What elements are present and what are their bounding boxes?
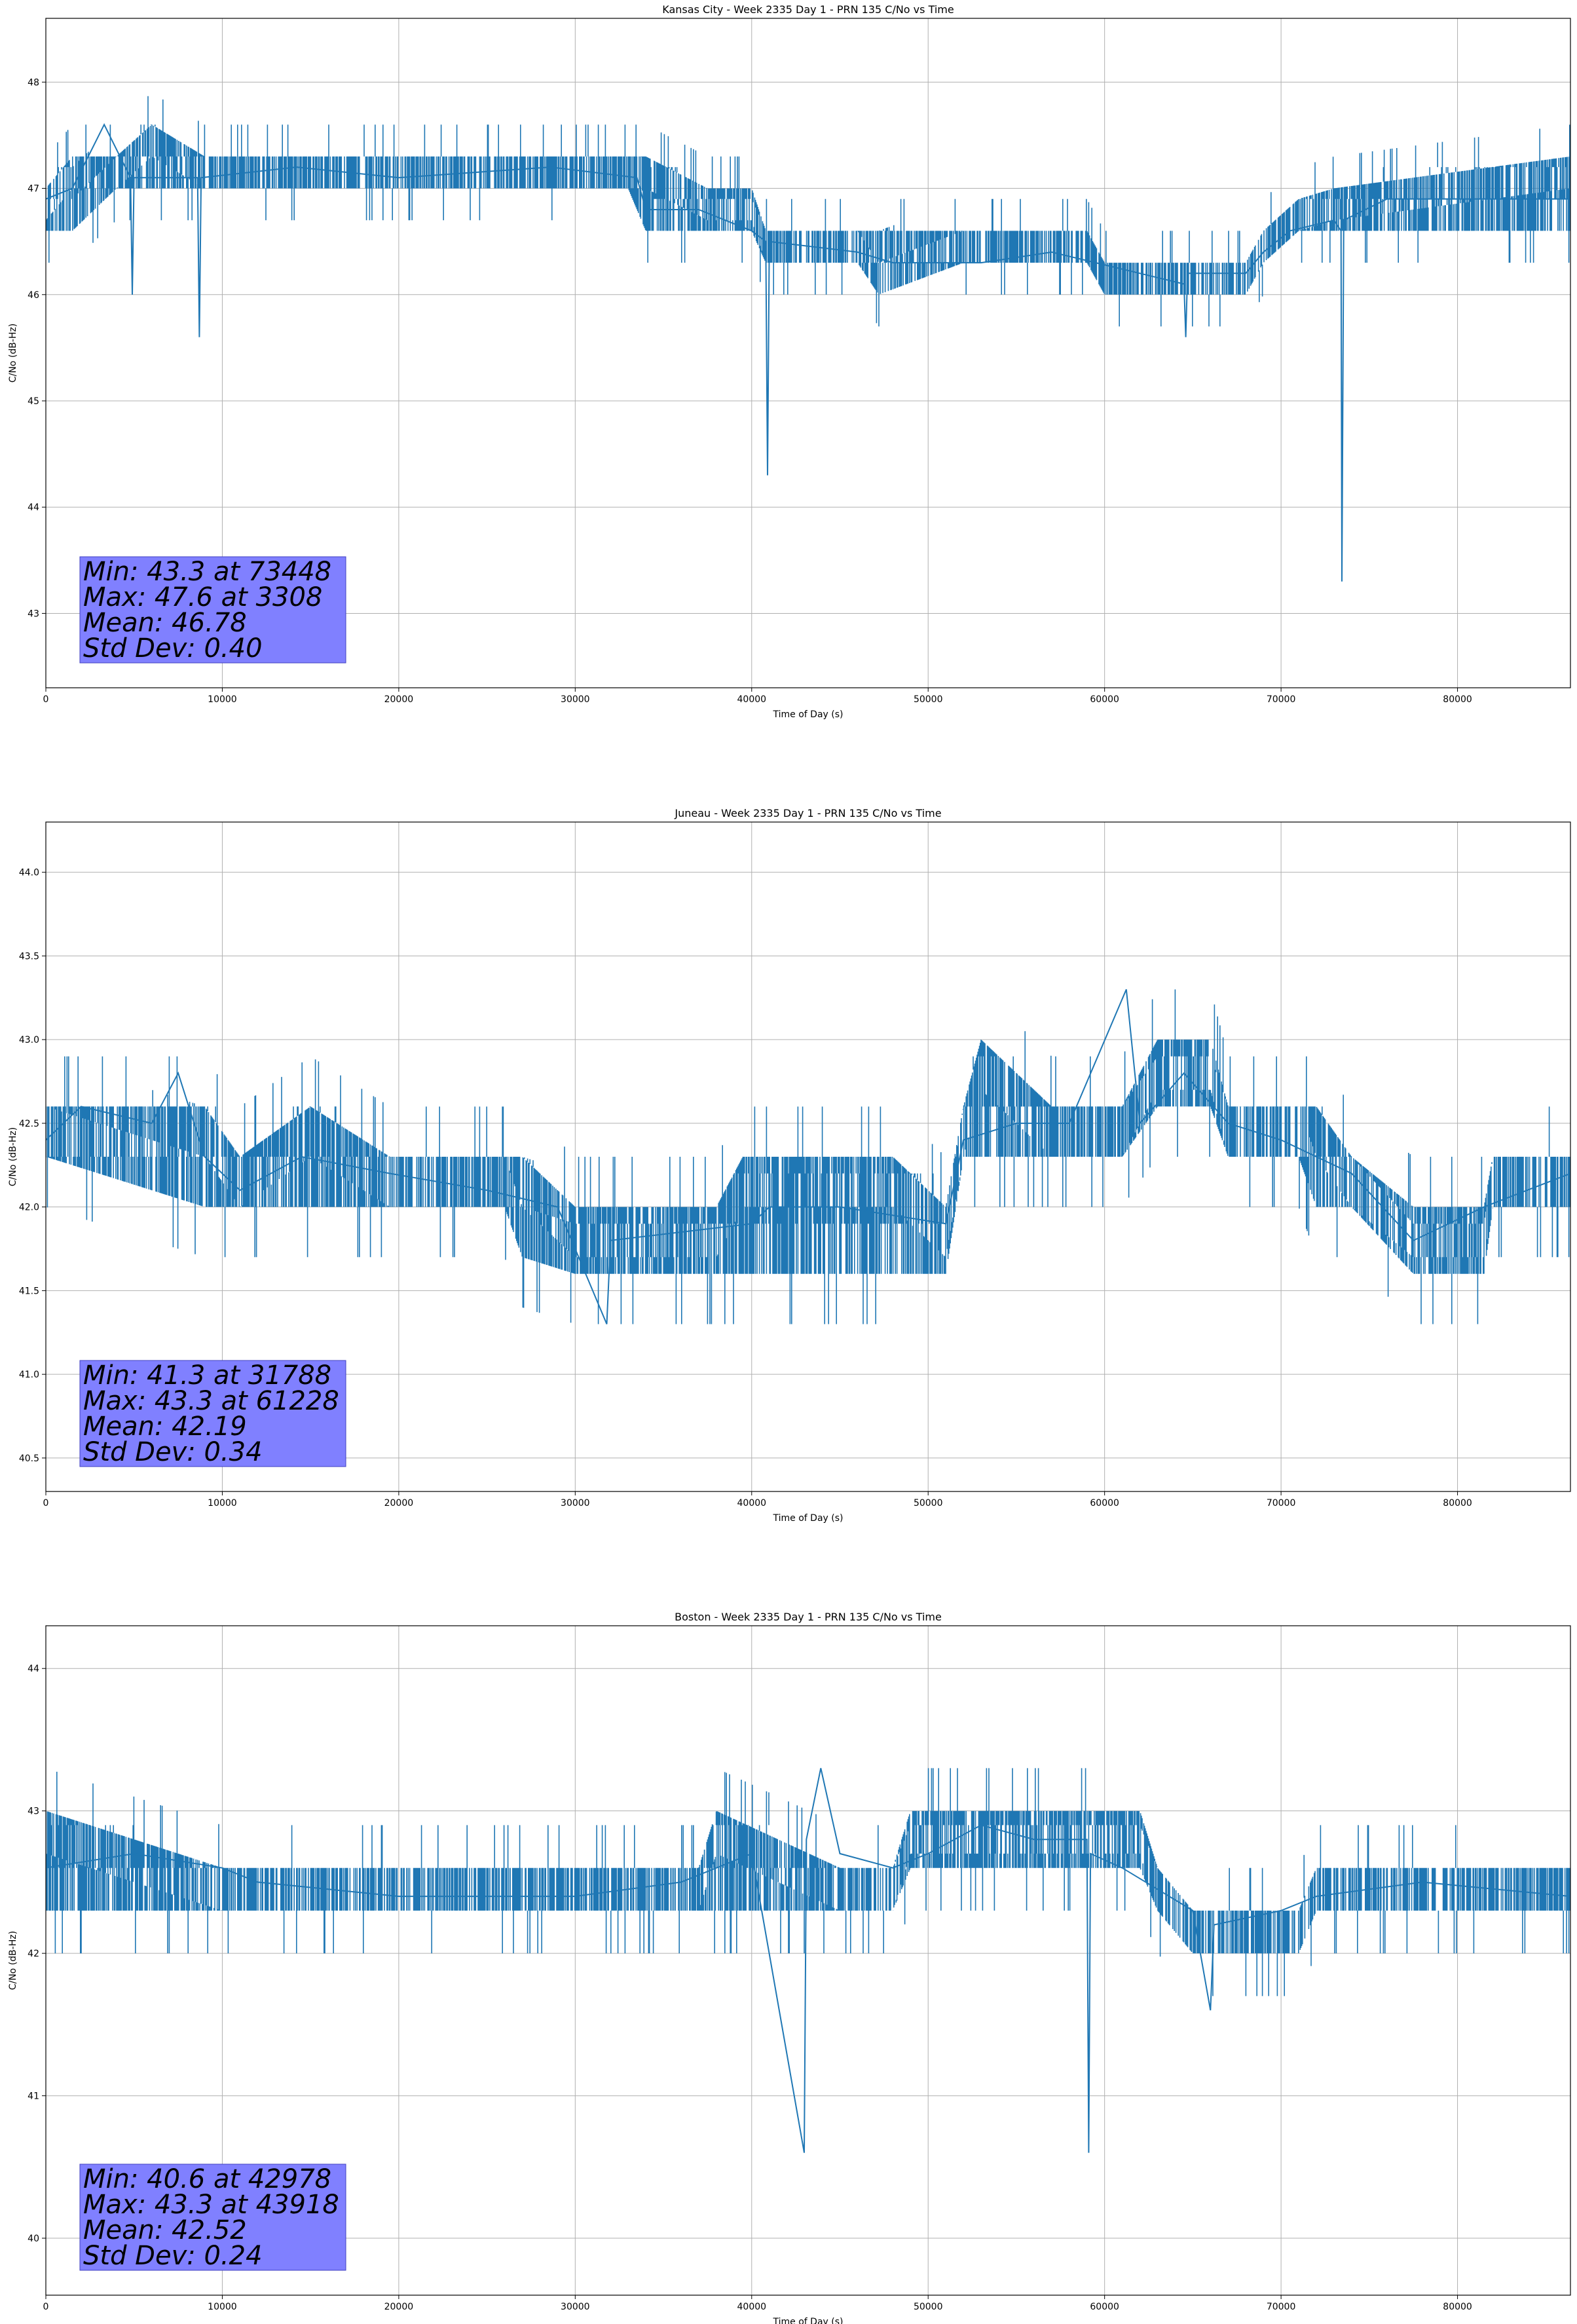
x-tick-label: 10000: [208, 2302, 237, 2312]
series-line: [46, 1768, 1570, 2153]
x-tick-label: 40000: [737, 694, 767, 705]
x-tick-label: 70000: [1267, 694, 1296, 705]
y-tick-label: 44.0: [19, 868, 39, 878]
series-line: [46, 989, 1570, 1324]
y-tick-label: 46: [28, 290, 39, 301]
x-tick-label: 40000: [737, 2302, 767, 2312]
x-tick-label: 30000: [561, 1498, 590, 1509]
y-tick-label: 41.5: [19, 1286, 39, 1296]
series-band: [46, 1768, 1570, 1996]
y-tick-label: 41.0: [19, 1370, 39, 1380]
y-tick-label: 43.5: [19, 951, 39, 962]
y-tick-label: 43.0: [19, 1035, 39, 1045]
x-axis-label: Time of Day (s): [773, 1513, 844, 1524]
x-tick-label: 70000: [1267, 1498, 1296, 1509]
stats-text-line: Max: 47.6 at 3308: [83, 582, 322, 612]
x-tick-label: 10000: [208, 1498, 237, 1509]
y-axis-label: C/No (dB-Hz): [8, 1127, 18, 1186]
chart-title: Kansas City - Week 2335 Day 1 - PRN 135 …: [662, 3, 954, 16]
stats-box: [79, 2164, 346, 2271]
stats-box: [79, 1360, 346, 1467]
y-tick-label: 43: [28, 1807, 39, 1817]
series-line: [46, 122, 1570, 582]
y-tick-label: 44: [28, 502, 39, 513]
y-tick-label: 48: [28, 77, 39, 88]
stats-text-line: Mean: 42.19: [83, 1412, 247, 1442]
x-tick-label: 20000: [384, 1498, 414, 1509]
data-series: [46, 1768, 1570, 2153]
x-tick-label: 20000: [384, 694, 414, 705]
y-tick-label: 45: [28, 396, 39, 407]
y-tick-label: 42.0: [19, 1203, 39, 1213]
stats-text-line: Mean: 46.78: [83, 608, 247, 638]
x-tick-label: 80000: [1443, 1498, 1472, 1509]
y-tick-label: 44: [28, 1664, 39, 1674]
stats-text-line: Std Dev: 0.40: [83, 633, 263, 664]
axes-frame: [45, 821, 1571, 1492]
y-tick-label: 40.5: [19, 1453, 39, 1464]
y-tick-label: 40: [28, 2234, 39, 2244]
y-tick-label: 47: [28, 184, 39, 195]
stats-text-line: Min: 43.3 at 73448: [83, 557, 331, 587]
stats-text-line: Min: 41.3 at 31788: [83, 1360, 331, 1391]
x-axis-label: Time of Day (s): [773, 2317, 844, 2324]
y-axis-label: C/No (dB-Hz): [8, 1931, 18, 1990]
stats-text-line: Max: 43.3 at 61228: [83, 1386, 339, 1416]
x-tick-label: 30000: [561, 2302, 590, 2312]
x-tick-label: 0: [43, 694, 49, 705]
subplot-2: 0 10000 20000 30000 40000 50000 60000 70000 8000…: [8, 807, 1571, 1524]
axes-frame: [45, 18, 1571, 688]
data-series: [46, 989, 1570, 1324]
x-tick-label: 60000: [1090, 1498, 1119, 1509]
x-tick-label: 40000: [737, 1498, 767, 1509]
stats-box: [79, 556, 346, 664]
stats-text-line: Mean: 42.52: [83, 2215, 247, 2245]
subplot-3: 0 10000 20000 30000 40000 50000 60000 70000 8000…: [8, 1611, 1571, 2324]
y-tick-label: 43: [28, 609, 39, 619]
x-tick-label: 10000: [208, 694, 237, 705]
chart-title: Juneau - Week 2335 Day 1 - PRN 135 C/No …: [674, 807, 941, 819]
data-series: [46, 96, 1570, 582]
x-axis-label: Time of Day (s): [773, 709, 844, 720]
x-tick-label: 80000: [1443, 2302, 1472, 2312]
x-tick-label: 60000: [1090, 694, 1119, 705]
x-tick-label: 30000: [561, 694, 590, 705]
x-tick-label: 80000: [1443, 694, 1472, 705]
x-tick-label: 50000: [914, 1498, 943, 1509]
y-axis-label: C/No (dB-Hz): [8, 324, 18, 383]
y-tick-label: 42.5: [19, 1119, 39, 1129]
x-tick-label: 20000: [384, 2302, 414, 2312]
chart-title: Boston - Week 2335 Day 1 - PRN 135 C/No …: [675, 1611, 942, 1623]
x-tick-label: 50000: [914, 2302, 943, 2312]
stats-text-line: Std Dev: 0.34: [83, 1437, 263, 1467]
x-tick-label: 0: [43, 1498, 49, 1509]
x-tick-label: 0: [43, 2302, 49, 2312]
stats-text-line: Max: 43.3 at 43918: [83, 2190, 339, 2220]
stats-text-line: Min: 40.6 at 42978: [83, 2164, 331, 2194]
stats-text-line: Std Dev: 0.24: [83, 2241, 263, 2271]
x-tick-label: 50000: [914, 694, 943, 705]
series-band: [46, 989, 1570, 1324]
axes-frame: [45, 1625, 1571, 2296]
y-tick-label: 42: [28, 1949, 39, 1959]
x-tick-label: 70000: [1267, 2302, 1296, 2312]
x-tick-label: 60000: [1090, 2302, 1119, 2312]
y-tick-label: 41: [28, 2091, 39, 2102]
subplot-1: 0 10000 20000 30000 40000 50000 60000 70000 8000…: [8, 3, 1571, 720]
